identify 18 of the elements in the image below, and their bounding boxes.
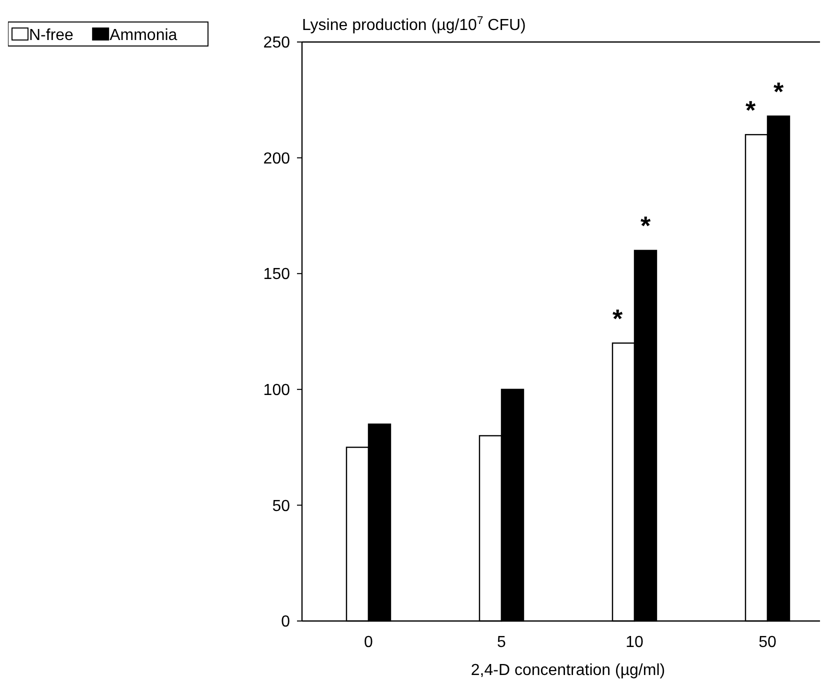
x-tick-label: 5 [497, 634, 506, 651]
legend-label: N-free [29, 27, 74, 44]
annotation: * [773, 76, 784, 106]
x-axis-title: 2,4-D concentration (µg/ml) [470, 662, 666, 679]
y-tick-label: 0 [281, 614, 290, 631]
legend-label: Ammonia [110, 27, 178, 44]
annotation: * [640, 210, 652, 241]
x-tick-label: 50 [758, 634, 776, 651]
y-tick-label: 150 [263, 266, 290, 284]
annotation: * [612, 303, 624, 334]
y-tick-label: 50 [272, 498, 290, 515]
y-tick-label: 100 [263, 382, 290, 399]
x-tick-label: 10 [626, 634, 644, 651]
annotation: * [745, 94, 756, 125]
y-tick-label: 200 [263, 150, 290, 168]
y-tick-label: 250 [263, 34, 290, 52]
y-axis-title: Lysine production (µg/10$^{7}$ CFU) [302, 15, 526, 34]
x-tick-label: 0 [364, 634, 374, 651]
